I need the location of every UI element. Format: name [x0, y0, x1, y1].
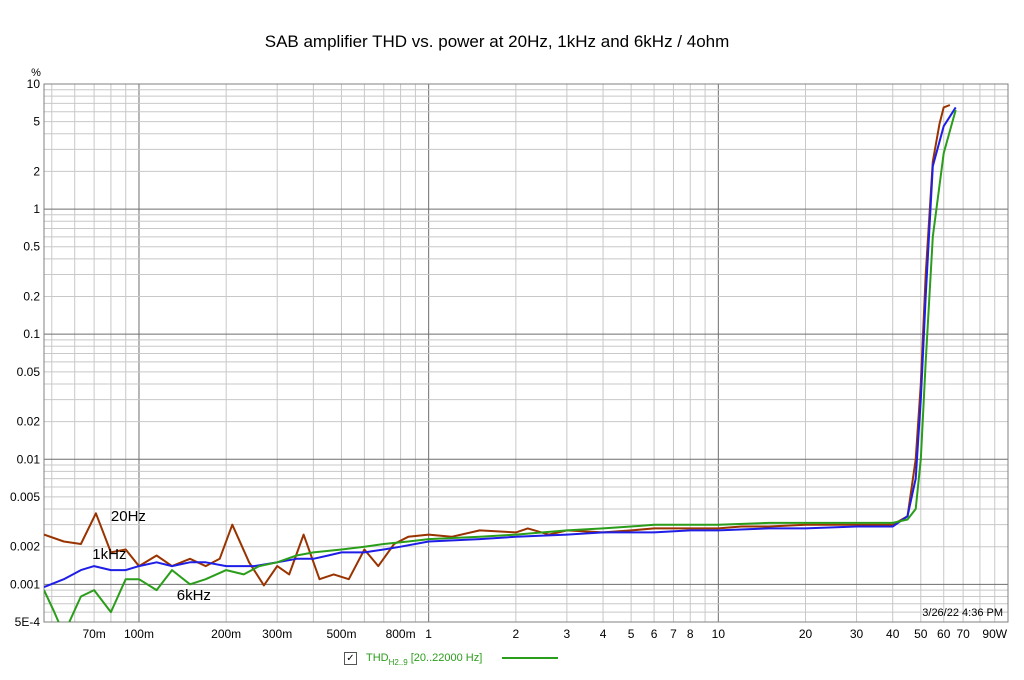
y-tick-label: 5E-4 — [15, 615, 41, 629]
x-tick-label: 800m — [386, 627, 416, 641]
x-tick-label: 8 — [687, 627, 694, 641]
y-tick-label: 0.01 — [17, 452, 41, 466]
series-line-2 — [44, 109, 957, 622]
x-tick-label: 60 — [937, 627, 951, 641]
y-tick-label: 2 — [33, 164, 40, 178]
y-tick-label: 0.002 — [10, 540, 40, 554]
y-tick-label: 5 — [33, 115, 40, 129]
y-tick-label: 10 — [27, 77, 41, 91]
legend-subscript: H2..9 — [388, 657, 408, 667]
x-tick-label: 2 — [513, 627, 520, 641]
legend: ✓ THD H2..9 [20..22000 Hz] — [344, 648, 559, 668]
y-tick-label: 0.02 — [17, 415, 41, 429]
x-tick-label: 6 — [651, 627, 658, 641]
x-tick-label: 70m — [82, 627, 105, 641]
y-tick-label: 0.5 — [23, 240, 40, 254]
y-tick-label: 0.1 — [23, 327, 40, 341]
plot-series — [44, 104, 957, 622]
plot-frame — [43, 83, 1009, 623]
x-tick-label: 90W — [982, 627, 1007, 641]
y-axis-unit: % — [31, 67, 41, 79]
x-tick-label: 20 — [799, 627, 813, 641]
legend-label: THD — [366, 652, 389, 664]
series-annotations: 20Hz 1kHz 6kHz — [92, 508, 211, 604]
x-tick-label: 500m — [326, 627, 356, 641]
chart-title: SAB amplifier THD vs. power at 20Hz, 1kH… — [265, 32, 730, 51]
x-tick-label: 4 — [600, 627, 607, 641]
x-tick-label: 300m — [262, 627, 292, 641]
x-tick-label: 50 — [914, 627, 928, 641]
x-tick-label: 7 — [670, 627, 677, 641]
x-tick-label: 1 — [425, 627, 432, 641]
x-tick-label: 3 — [564, 627, 571, 641]
annotation-label: 20Hz — [111, 508, 146, 525]
timestamp: 3/26/22 4:36 PM — [922, 607, 1003, 619]
x-tick-label: 30 — [850, 627, 864, 641]
x-axis-tick-labels: 70m 100m 200m 300m 500m 800m 1 2 3 4 5 6 7 8 10 20 30 40 5… — [82, 627, 1007, 641]
x-tick-label: 100m — [124, 627, 154, 641]
legend-range: [20..22000 Hz] — [410, 652, 483, 664]
y-tick-label: 0.005 — [10, 490, 40, 504]
annotation-label: 1kHz — [92, 546, 126, 563]
x-tick-label: 5 — [628, 627, 635, 641]
x-tick-label: 10 — [712, 627, 726, 641]
y-tick-label: 0.2 — [23, 290, 40, 304]
plot-grid — [44, 84, 1008, 622]
series-line-0 — [44, 104, 951, 587]
legend-checkbox[interactable]: ✓ — [344, 651, 357, 665]
legend-line-swatch — [502, 657, 559, 659]
x-tick-label: 70 — [956, 627, 970, 641]
y-axis-tick-labels: 10 5 2 1 0.5 0.2 0.1 0.05 0.02 0.01 0.005 0.002 0.00… — [10, 77, 40, 629]
y-tick-label: 1 — [33, 202, 40, 216]
y-tick-label: 0.001 — [10, 577, 40, 591]
x-tick-label: 40 — [886, 627, 900, 641]
series-line-1 — [44, 106, 957, 589]
y-tick-label: 0.05 — [17, 365, 41, 379]
annotation-label: 6kHz — [177, 587, 211, 604]
x-tick-label: 200m — [211, 627, 241, 641]
